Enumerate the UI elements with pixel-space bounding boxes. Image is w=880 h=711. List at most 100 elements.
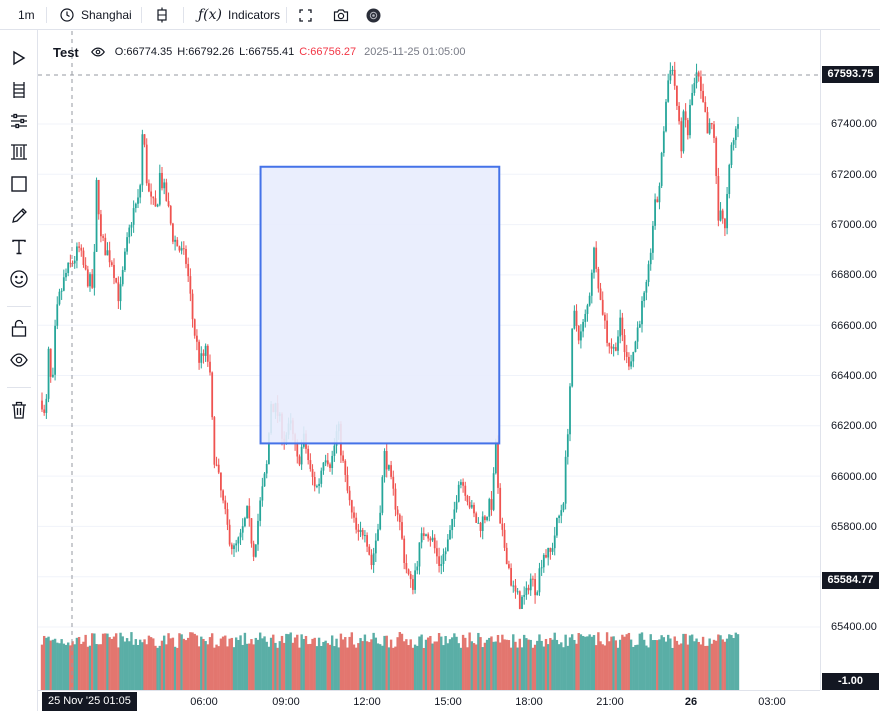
- volume-bar: [677, 644, 681, 690]
- cursor-tool[interactable]: [7, 48, 31, 72]
- tools-divider: [7, 306, 31, 307]
- candle-body: [407, 569, 410, 575]
- candle-body: [717, 176, 720, 221]
- volume-bar: [603, 645, 607, 690]
- candle-body: [154, 198, 157, 207]
- candle-body: [326, 460, 329, 465]
- volume-bar: [664, 641, 668, 690]
- candle-body: [95, 179, 98, 252]
- volume-bar: [354, 647, 358, 690]
- time-tick: 06:00: [190, 696, 218, 708]
- volume-bar: [599, 641, 602, 690]
- price-tick: 66600.00: [831, 320, 877, 332]
- volume-bar: [418, 636, 421, 690]
- volume-bar: [304, 635, 308, 690]
- candle-body: [128, 227, 131, 238]
- volume-bar: [45, 637, 48, 690]
- volume-bar: [189, 632, 192, 690]
- interval-button[interactable]: 1m: [18, 0, 35, 30]
- rectangle-tool[interactable]: [7, 174, 31, 198]
- volume-bar: [368, 642, 371, 690]
- volume-bar: [536, 640, 539, 690]
- cursor-icon: [11, 50, 27, 71]
- volume-bar: [474, 644, 478, 690]
- candle-body: [47, 348, 50, 399]
- candle-body: [641, 301, 643, 325]
- volume-bar: [429, 635, 432, 690]
- volume-bar: [130, 632, 133, 690]
- settings-sliders-icon: [10, 113, 28, 134]
- candle-body: [538, 568, 541, 593]
- record-button[interactable]: [366, 0, 381, 30]
- candle-body: [82, 250, 85, 265]
- candle-body: [370, 554, 373, 566]
- candle-body: [108, 250, 111, 263]
- rectangle-drawing[interactable]: [259, 165, 501, 445]
- timezone-button[interactable]: Shanghai: [60, 0, 132, 30]
- volume-bar: [387, 647, 391, 690]
- volume-bar: [272, 634, 275, 690]
- candle-body: [457, 484, 460, 502]
- volume-bar: [132, 644, 135, 690]
- brush-tool[interactable]: [7, 206, 31, 230]
- volume-bar: [210, 633, 214, 690]
- volume-bar: [176, 647, 179, 690]
- volume-bar: [389, 639, 393, 690]
- fullscreen-button[interactable]: [299, 0, 312, 30]
- volume-bar: [555, 639, 559, 690]
- chart-type-button[interactable]: [156, 0, 168, 30]
- candle-body: [259, 500, 262, 521]
- candle-body: [385, 450, 388, 470]
- hide-drawings-tool[interactable]: [7, 350, 31, 374]
- volume-bar: [680, 643, 683, 690]
- candle-body: [374, 540, 377, 554]
- candle-body: [196, 335, 198, 342]
- candle-body: [545, 554, 547, 558]
- volume-bar: [206, 644, 210, 690]
- candle-body: [58, 291, 61, 305]
- candle-body: [514, 585, 517, 592]
- pattern-settings-tool[interactable]: [7, 111, 31, 135]
- volume-bar: [407, 645, 410, 690]
- volume-bar: [138, 639, 142, 690]
- volume-bar: [278, 641, 282, 690]
- volume-bar: [293, 637, 297, 690]
- volume-bar: [267, 646, 271, 690]
- candle-body: [145, 144, 148, 184]
- volume-bar: [348, 636, 351, 690]
- price-axis[interactable]: 67400.00 67200.00 67000.00 66800.00 6660…: [820, 30, 880, 690]
- screenshot-button[interactable]: [333, 0, 349, 30]
- volume-bar: [363, 634, 367, 690]
- text-tool[interactable]: [7, 237, 31, 261]
- volume-bar: [123, 641, 127, 690]
- volume-bar: [464, 637, 467, 690]
- candle-body: [156, 204, 159, 207]
- top-toolbar: 1m Shanghai ƒ(x) Indicators: [0, 0, 880, 30]
- candle-body: [252, 543, 255, 557]
- pattern-tool[interactable]: [7, 142, 31, 166]
- remove-drawings-tool[interactable]: [7, 400, 31, 424]
- candle-body: [676, 85, 678, 106]
- lock-drawings-tool[interactable]: [7, 318, 31, 342]
- candle-body: [167, 201, 170, 207]
- emoji-tool[interactable]: [7, 269, 31, 293]
- time-axis[interactable]: 06:00 09:00 12:00 15:00 18:00 21:00 26 0…: [38, 690, 820, 711]
- eye-icon[interactable]: [90, 47, 105, 57]
- fib-tool[interactable]: [7, 80, 31, 104]
- fib-retracement-icon: [11, 81, 27, 104]
- volume-bar: [200, 636, 203, 690]
- volume-bar: [466, 647, 469, 690]
- candle-body: [134, 203, 137, 209]
- candle-body: [689, 104, 691, 136]
- volume-bar: [444, 636, 447, 690]
- candle-body: [680, 121, 683, 152]
- candle-body: [652, 225, 654, 253]
- candle-body: [433, 537, 436, 549]
- volume-bar: [472, 643, 476, 690]
- candle-body: [150, 191, 152, 197]
- symbol-label[interactable]: Test: [53, 44, 79, 60]
- candle-body: [713, 124, 715, 138]
- candle-body: [582, 321, 584, 332]
- indicators-button[interactable]: ƒ(x) Indicators: [198, 0, 280, 30]
